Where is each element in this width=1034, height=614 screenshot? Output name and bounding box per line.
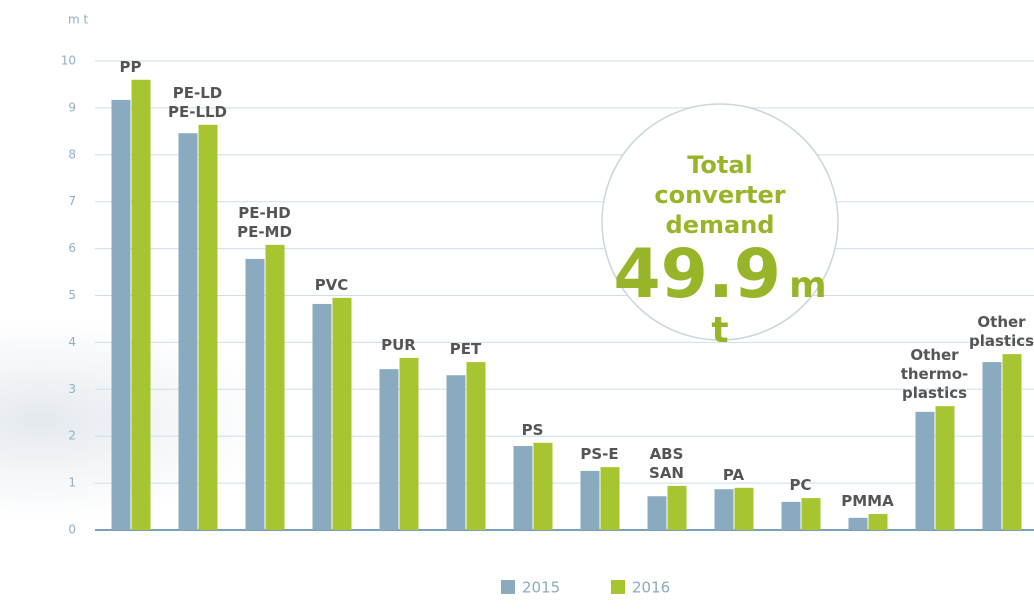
category-label: PA: [723, 466, 744, 485]
bar: [534, 443, 553, 530]
bar: [313, 304, 332, 530]
bar: [601, 467, 620, 530]
category-label: PS-E: [580, 445, 618, 464]
bar: [802, 498, 821, 530]
legend-swatch: [611, 580, 625, 594]
y-tick-label: 5: [68, 288, 76, 302]
bar: [112, 100, 131, 530]
category-label: PC: [789, 476, 811, 495]
y-tick-label: 8: [68, 147, 76, 161]
bar: [400, 358, 419, 530]
y-tick-label: 9: [68, 100, 76, 114]
chart-page: m t 0 1 2 3 4 5 6 7 8 9 10 2015 2016 Total converter…: [0, 0, 1034, 614]
category-label: PP: [120, 58, 142, 77]
bar: [266, 245, 285, 530]
category-label: ABS SAN: [649, 445, 684, 483]
y-tick-label: 4: [68, 335, 76, 349]
category-label: PET: [450, 340, 481, 359]
bar: [581, 471, 600, 530]
bar: [333, 298, 352, 530]
bar: [246, 259, 265, 530]
category-label: PUR: [381, 336, 416, 355]
category-label: PVC: [315, 276, 349, 295]
bar: [983, 362, 1002, 530]
bar: [916, 412, 935, 530]
bar: [1003, 354, 1022, 530]
bar: [447, 375, 466, 530]
y-tick-label: 3: [68, 382, 76, 396]
y-tick-label: 1: [68, 476, 76, 490]
bar: [380, 369, 399, 530]
category-label: PMMA: [841, 492, 893, 511]
bar: [782, 502, 801, 530]
bar: [132, 80, 151, 530]
y-axis-label: m t: [68, 13, 89, 27]
bar: [715, 489, 734, 530]
category-label: Other plastics: [969, 313, 1034, 351]
category-label: PE-HD PE-MD: [237, 204, 292, 242]
y-tick-label: 2: [68, 429, 76, 443]
bar: [514, 446, 533, 530]
legend-label: 2016: [632, 579, 670, 597]
y-tick-label: 7: [68, 194, 76, 208]
chart: m t 0 1 2 3 4 5 6 7 8 9 10 2015 2016: [0, 0, 1034, 614]
bar: [849, 518, 868, 530]
category-label: PS: [522, 421, 544, 440]
annotation-title: Total converter demand: [602, 150, 838, 240]
bar: [467, 362, 486, 530]
bar: [199, 125, 218, 530]
bar: [648, 496, 667, 530]
bar: [179, 133, 198, 530]
legend-swatch: [501, 580, 515, 594]
category-label: PE-LD PE-LLD: [168, 84, 227, 122]
bar: [668, 486, 687, 530]
annotation-value: 49.9: [613, 235, 781, 314]
y-tick-label: 10: [61, 54, 76, 68]
y-tick-label: 6: [68, 241, 76, 255]
category-label: Other thermo- plastics: [901, 346, 969, 403]
bar: [735, 488, 754, 530]
y-tick-label: 0: [68, 523, 76, 537]
bar: [869, 514, 888, 530]
bar: [936, 406, 955, 530]
legend-label: 2015: [522, 579, 560, 597]
